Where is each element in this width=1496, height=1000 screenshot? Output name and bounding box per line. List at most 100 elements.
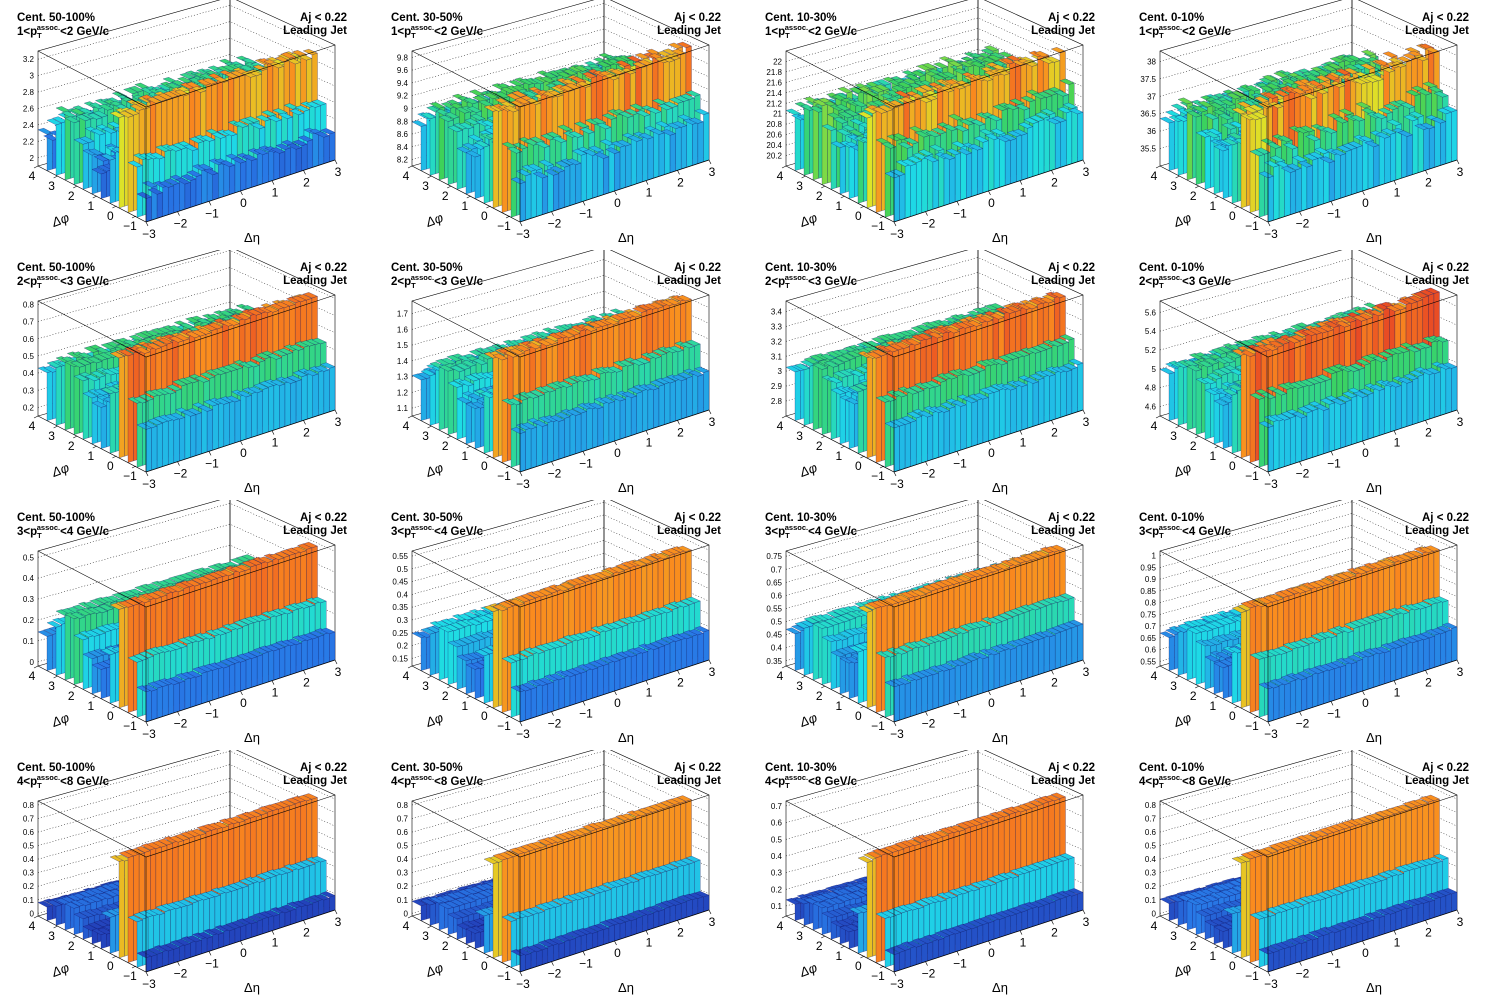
phi-tick-label: −1 [123, 469, 137, 483]
surface-bar-front [240, 161, 247, 192]
surface-bar-front [927, 153, 934, 212]
surface-bar-front [136, 165, 143, 218]
eta-tick [582, 201, 586, 206]
surface-bar-front [977, 148, 984, 195]
surface-bar-front [1434, 119, 1441, 168]
pt-lt-2: < [60, 26, 67, 38]
surface-bar-front [642, 136, 648, 183]
surface-bar-front [82, 379, 89, 440]
surface-bar-front [1373, 145, 1380, 188]
phi-tick-label: 1 [835, 199, 842, 213]
eta-tick [208, 451, 212, 456]
eta-tick-label: −2 [174, 467, 188, 481]
surface-bar-front [1222, 149, 1229, 199]
centrality-label: Cent. 10-30% [765, 12, 837, 24]
z-tick-label: 0.3 [23, 386, 35, 395]
z-tick-label: 20.6 [766, 131, 782, 140]
surface-bar-front [553, 173, 560, 212]
surface-bar-front [262, 387, 269, 434]
eta-tick [677, 170, 680, 175]
surface-bar-front [569, 163, 576, 206]
surface-bar-front [647, 137, 654, 181]
eta-tick-label: 2 [677, 175, 684, 189]
surface-bar-front [625, 144, 632, 188]
surface-bar-front [223, 162, 230, 197]
phi-tick-label: 3 [48, 429, 55, 443]
surface-bar-front [465, 151, 472, 195]
phi-tick-label: 1 [87, 199, 94, 213]
surface-bar-front [151, 425, 158, 471]
z-gridline [411, 259, 710, 314]
jet-label: Leading Jet [1031, 25, 1095, 37]
eta-tick-label: 0 [614, 196, 621, 210]
z-tick-label: 9.4 [397, 79, 409, 88]
surface-bar-front [1066, 110, 1073, 166]
eta-tick [551, 211, 554, 216]
surface-bar-front [697, 121, 704, 164]
surface-bar-front [234, 158, 241, 193]
surface-bar-front [910, 163, 917, 217]
surface-bar-front [218, 162, 224, 199]
surface-bar-front [307, 139, 313, 170]
y-axis-title: Δφ [423, 210, 446, 230]
surface-bar-front [268, 149, 274, 183]
surface-bar-front [1306, 165, 1313, 210]
surface-bar-front [284, 380, 291, 427]
surface-bar-front [1401, 132, 1408, 179]
surface-bar-front [307, 372, 313, 420]
phi-tick-label: 4 [1151, 169, 1158, 183]
surface-bar-front [614, 151, 621, 192]
x-axis-title: Δη [1366, 230, 1382, 245]
aj-cut-label: Aj < 0.22 [300, 262, 347, 274]
pt-sup: assoc. [36, 273, 61, 282]
phi-tick-label: 1 [461, 199, 468, 213]
z-gridline [785, 17, 1084, 73]
surface-bar-front [1060, 120, 1067, 168]
surface-bar-front [1356, 145, 1363, 193]
surface-bar-front [162, 420, 169, 467]
eta-tick [956, 201, 960, 206]
surface-bar-front [447, 369, 454, 435]
eta-tick [519, 221, 523, 227]
surface-bar-front [971, 147, 978, 197]
surface-bar-front [483, 145, 490, 204]
surface-bar-front [156, 192, 163, 219]
surface-bar-front [803, 106, 810, 176]
surface-bar-front [284, 147, 291, 177]
surface-bar-front [1021, 133, 1028, 181]
phi-tick [53, 175, 58, 179]
eta-tick [334, 159, 338, 165]
y-axis-title: Δφ [1171, 210, 1194, 230]
surface-bar-front [1312, 158, 1319, 208]
phi-tick [486, 205, 491, 209]
phi-tick-label: 0 [1229, 209, 1236, 223]
surface-bar-front [420, 378, 427, 421]
pt-lt-2: < [60, 276, 67, 288]
eta-tick-label: −3 [890, 227, 904, 241]
phi-tick [131, 215, 137, 219]
surface-bar-front [184, 412, 191, 460]
surface-bar-front [438, 366, 445, 431]
phi-tick-label: −1 [123, 219, 137, 233]
z-tick-label: 0.5 [23, 352, 35, 361]
eta-tick-label: 3 [335, 415, 342, 429]
centrality-label: Cent. 50-100% [17, 12, 95, 24]
surface-bar-front [156, 423, 163, 469]
pt-low: 2 [17, 276, 24, 288]
eta-tick [614, 190, 617, 196]
phi-tick-label: 4 [403, 169, 410, 183]
surface-bar-front [118, 356, 125, 459]
surface-bar-front [474, 155, 481, 199]
surface-bar-front [1440, 121, 1447, 166]
eta-tick-label: −2 [922, 217, 936, 231]
phi-tick-label: 1 [87, 449, 94, 463]
x-axis-title: Δη [244, 230, 260, 245]
surface-bar-front [64, 360, 71, 431]
z-tick-label: 0.8 [23, 300, 35, 309]
phi-tick [1155, 165, 1161, 169]
surface-bar-front [686, 118, 693, 168]
eta-tick-label: 0 [1362, 196, 1369, 210]
eta-tick [240, 440, 243, 446]
z-gridline [37, 4, 336, 60]
surface-plot: 0.20.30.40.50.60.70.8−3−2−1012343210−1Δη… [23, 250, 342, 495]
